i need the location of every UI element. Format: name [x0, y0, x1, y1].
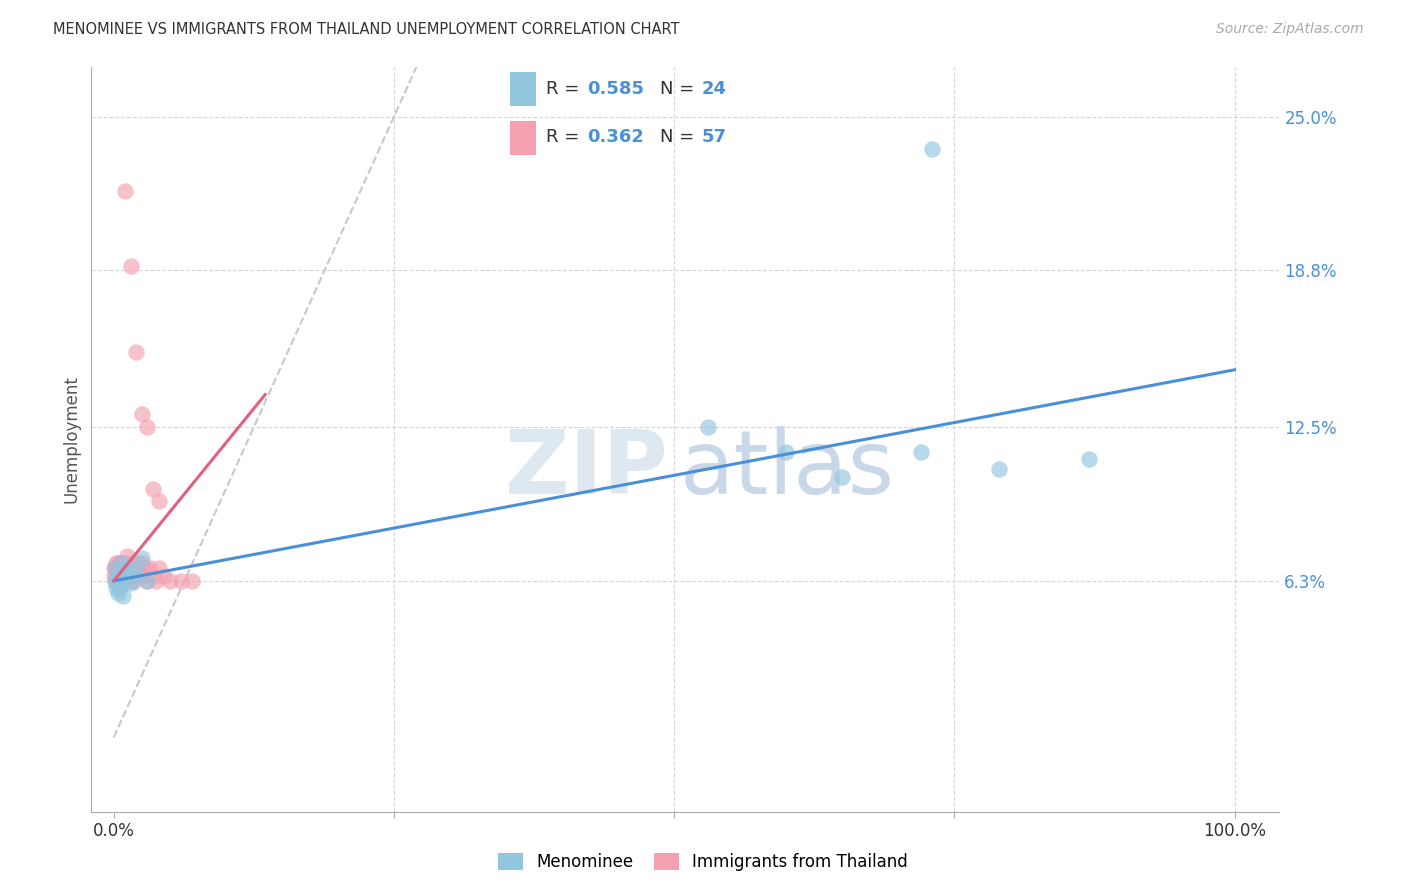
Point	[117, 561, 139, 575]
Point	[108, 582, 131, 596]
Point	[111, 557, 134, 571]
Point	[114, 557, 136, 571]
Point	[115, 569, 138, 583]
Point	[134, 561, 156, 575]
Text: R =: R =	[546, 79, 585, 97]
Point	[105, 571, 128, 585]
Point	[120, 557, 142, 571]
Point	[132, 569, 155, 583]
Point	[120, 259, 142, 273]
Point	[120, 574, 142, 588]
Point	[111, 561, 134, 575]
Point	[122, 574, 145, 588]
Text: ZIP: ZIP	[505, 425, 668, 513]
Point	[112, 561, 135, 575]
Point	[124, 557, 146, 571]
Point	[136, 574, 159, 588]
Point	[114, 569, 136, 583]
Text: MENOMINEE VS IMMIGRANTS FROM THAILAND UNEMPLOYMENT CORRELATION CHART: MENOMINEE VS IMMIGRANTS FROM THAILAND UN…	[53, 22, 681, 37]
Point	[831, 469, 853, 483]
Point	[110, 569, 132, 583]
Point	[104, 561, 127, 575]
Point	[103, 569, 125, 583]
Point	[114, 184, 136, 198]
Point	[111, 589, 134, 603]
Point	[136, 574, 159, 588]
Point	[105, 557, 128, 571]
Point	[107, 557, 129, 571]
Text: 24: 24	[702, 79, 727, 97]
Point	[136, 420, 159, 434]
Point	[148, 561, 170, 575]
Point	[105, 561, 128, 575]
Point	[128, 561, 150, 575]
Point	[131, 551, 153, 566]
Point	[131, 408, 153, 422]
Text: 57: 57	[702, 128, 727, 146]
Point	[921, 142, 943, 156]
Point	[148, 494, 170, 508]
Point	[142, 569, 165, 583]
Point	[114, 569, 136, 583]
Point	[181, 574, 204, 588]
Text: Source: ZipAtlas.com: Source: ZipAtlas.com	[1216, 22, 1364, 37]
Point	[1077, 452, 1099, 467]
Point	[103, 561, 125, 575]
Point	[153, 569, 176, 583]
Point	[120, 576, 142, 591]
Point	[104, 574, 127, 588]
Point	[111, 557, 134, 571]
Point	[117, 569, 139, 583]
Bar	[509, 121, 536, 155]
Point	[142, 482, 165, 496]
Point	[105, 569, 128, 583]
Point	[988, 462, 1011, 476]
Point	[127, 557, 149, 571]
Point	[125, 569, 148, 583]
Point	[129, 569, 152, 583]
Point	[108, 574, 131, 588]
Point	[145, 574, 167, 588]
Point	[112, 576, 135, 591]
Point	[112, 574, 135, 588]
Point	[107, 569, 129, 583]
Point	[110, 566, 132, 581]
Point	[775, 444, 797, 458]
Point	[121, 569, 143, 583]
Text: N =: N =	[661, 79, 700, 97]
Point	[125, 345, 148, 359]
Point	[111, 574, 134, 588]
Point	[122, 569, 145, 583]
Point	[108, 569, 131, 583]
Point	[104, 561, 127, 575]
Point	[110, 557, 132, 571]
Y-axis label: Unemployment: Unemployment	[62, 376, 80, 503]
Text: 0.585: 0.585	[588, 79, 644, 97]
Text: R =: R =	[546, 128, 585, 146]
Point	[111, 569, 134, 583]
Text: 0.362: 0.362	[588, 128, 644, 146]
Text: atlas: atlas	[679, 425, 894, 513]
Point	[108, 557, 131, 571]
Point	[105, 574, 128, 588]
Point	[117, 561, 139, 575]
Bar	[509, 71, 536, 105]
Point	[159, 574, 181, 588]
Point	[118, 561, 141, 575]
Point	[138, 561, 160, 575]
Point	[910, 444, 932, 458]
Point	[170, 574, 193, 588]
Point	[105, 582, 128, 596]
Point	[121, 561, 143, 575]
Point	[104, 574, 127, 588]
Point	[125, 561, 148, 575]
Point	[107, 586, 129, 600]
Point	[117, 549, 139, 563]
Legend: Menominee, Immigrants from Thailand: Menominee, Immigrants from Thailand	[489, 845, 917, 880]
Text: N =: N =	[661, 128, 700, 146]
Point	[131, 557, 153, 571]
Point	[696, 420, 718, 434]
